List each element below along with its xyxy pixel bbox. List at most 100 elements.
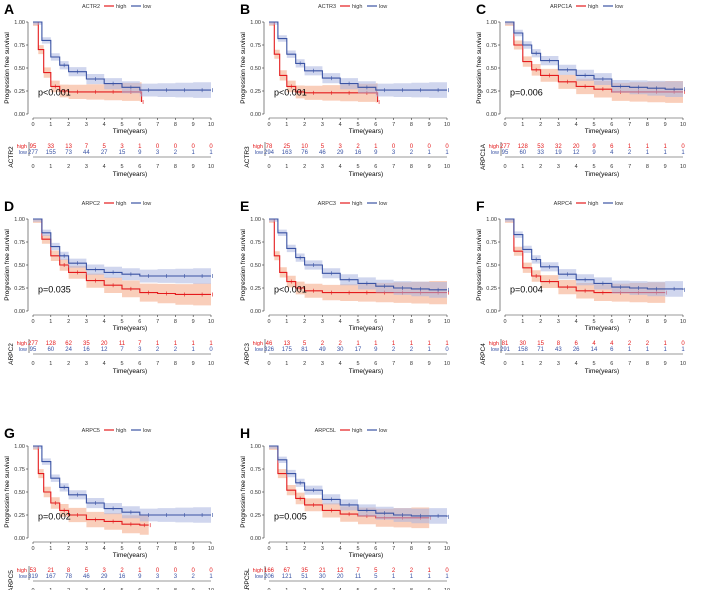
risk-low-label: low <box>19 574 27 580</box>
risk-x-tick-label: 0 <box>31 361 34 367</box>
x-tick-label: 9 <box>428 319 431 325</box>
risk-high-count: 2 <box>410 568 414 574</box>
y-axis-title: Progression free survival <box>4 32 11 104</box>
risk-low-count: 2 <box>410 347 414 353</box>
risk-x-tick-label: 0 <box>31 588 34 590</box>
risk-table-gene: ARPC2 <box>8 343 15 365</box>
risk-low-count: 71 <box>537 347 544 353</box>
risk-low-count: 2 <box>156 347 160 353</box>
legend-low-label: low <box>143 428 151 434</box>
risk-x-tick-label: 2 <box>67 588 70 590</box>
risk-high-count: 78 <box>266 144 273 150</box>
risk-table-gene: ARPC5 <box>8 570 15 590</box>
risk-x-tick-label: 6 <box>374 588 377 590</box>
x-tick-label: 5 <box>592 122 595 128</box>
risk-low-count: 3 <box>138 347 142 353</box>
risk-x-tick-label: 2 <box>539 361 542 367</box>
risk-x-tick-label: 2 <box>303 164 306 170</box>
legend-low-label: low <box>615 4 623 10</box>
x-tick-label: 6 <box>610 319 613 325</box>
risk-high-label: high <box>17 144 27 150</box>
risk-x-tick-label: 3 <box>85 164 88 170</box>
risk-high-count: 9 <box>592 144 596 150</box>
risk-high-count: 2 <box>628 341 632 347</box>
x-tick-label: 7 <box>156 122 159 128</box>
risk-low-label: low <box>19 347 27 353</box>
risk-high-count: 0 <box>392 144 396 150</box>
risk-high-count: 3 <box>339 144 343 150</box>
risk-x-tick-label: 6 <box>138 164 141 170</box>
risk-x-tick-label: 1 <box>285 361 288 367</box>
legend-high-label: high <box>588 201 598 207</box>
risk-low-count: 158 <box>518 347 529 353</box>
x-tick-label: 1 <box>49 319 52 325</box>
risk-x-tick-label: 3 <box>321 164 324 170</box>
risk-high-count: 0 <box>209 144 213 150</box>
risk-x-tick-label: 3 <box>85 361 88 367</box>
x-tick-label: 6 <box>138 319 141 325</box>
risk-high-count: 1 <box>174 341 178 347</box>
risk-x-tick-label: 8 <box>174 361 177 367</box>
risk-low-count: 95 <box>502 150 509 156</box>
x-axis-title: Time(years) <box>349 128 383 135</box>
risk-high-count: 2 <box>392 568 396 574</box>
y-tick-label: 0.75 <box>14 467 25 473</box>
risk-low-count: 2 <box>392 347 396 353</box>
risk-x-tick-label: 10 <box>444 164 450 170</box>
x-tick-label: 10 <box>208 122 214 128</box>
km-curve-low <box>505 218 684 290</box>
risk-high-count: 32 <box>555 144 562 150</box>
risk-x-tick-label: 7 <box>156 588 159 590</box>
risk-low-count: 78 <box>65 574 72 580</box>
legend-low-label: low <box>615 201 623 207</box>
risk-high-count: 46 <box>266 341 273 347</box>
legend-high-label: high <box>116 428 126 434</box>
x-tick-label: 2 <box>539 319 542 325</box>
y-tick-label: 0.25 <box>14 89 25 95</box>
risk-high-count: 12 <box>337 568 344 574</box>
risk-x-tick-label: 0 <box>503 361 506 367</box>
risk-low-count: 9 <box>374 347 378 353</box>
y-tick-label: 0.50 <box>486 66 497 72</box>
legend: high low <box>104 201 151 207</box>
risk-high-count: 35 <box>83 341 90 347</box>
risk-high-count: 1 <box>156 341 160 347</box>
legend-high-label: high <box>352 4 362 10</box>
risk-low-count: 24 <box>65 347 72 353</box>
y-tick-label: 0.00 <box>250 309 261 315</box>
km-curve-high <box>33 445 149 526</box>
x-tick-label: 8 <box>410 122 413 128</box>
risk-x-tick-label: 9 <box>192 588 195 590</box>
x-tick-label: 3 <box>85 122 88 128</box>
risk-x-tick-label: 9 <box>192 361 195 367</box>
risk-x-tick-label: 7 <box>392 361 395 367</box>
risk-low-count: 30 <box>319 574 326 580</box>
risk-low-count: 51 <box>301 574 308 580</box>
risk-high-count: 0 <box>445 568 449 574</box>
risk-x-tick-label: 4 <box>339 361 342 367</box>
risk-x-tick-label: 9 <box>192 164 195 170</box>
x-tick-label: 8 <box>410 546 413 552</box>
risk-x-axis-title: Time(years) <box>349 171 383 178</box>
y-tick-label: 0.00 <box>14 309 25 315</box>
risk-x-axis-title: Time(years) <box>113 368 147 375</box>
risk-low-count: 1 <box>664 150 668 156</box>
risk-x-tick-label: 6 <box>138 588 141 590</box>
risk-low-count: 175 <box>282 347 293 353</box>
x-axis-title: Time(years) <box>585 128 619 135</box>
risk-high-count: 15 <box>537 341 544 347</box>
risk-high-count: 166 <box>264 568 275 574</box>
risk-x-tick-label: 8 <box>410 164 413 170</box>
risk-high-count: 10 <box>301 144 308 150</box>
risk-high-count: 67 <box>283 568 290 574</box>
risk-low-count: 12 <box>573 150 580 156</box>
risk-high-label: high <box>17 341 27 347</box>
risk-x-tick-label: 1 <box>49 588 52 590</box>
y-axis-title: Progression free survival <box>240 456 247 528</box>
risk-low-count: 2 <box>192 574 196 580</box>
risk-high-count: 0 <box>192 568 196 574</box>
risk-table-gene: ACTR3 <box>244 146 251 168</box>
risk-low-count: 81 <box>301 347 308 353</box>
risk-x-axis-title: Time(years) <box>349 368 383 375</box>
legend-gene-name: ARPC1A <box>550 4 572 10</box>
